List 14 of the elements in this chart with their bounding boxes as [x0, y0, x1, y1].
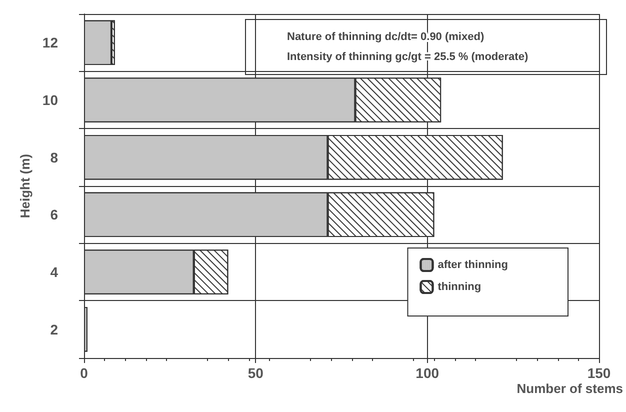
y-tick-label: 6	[50, 206, 58, 223]
x-tick-label: 50	[248, 365, 264, 381]
x-tick-label: 100	[416, 365, 440, 381]
legend-label: thinning	[438, 281, 482, 293]
x-tick-label: 0	[80, 365, 88, 381]
y-tick-label: 4	[50, 264, 58, 280]
x-tick-label: 150	[587, 365, 611, 381]
y-tick-label: 8	[50, 149, 58, 166]
x-axis-title: Number of stems	[516, 381, 623, 396]
y-axis-title: Height (m)	[18, 154, 33, 218]
y-tick-label: 2	[50, 321, 58, 338]
y-tick-label: 10	[42, 92, 58, 108]
y-tick-label: 12	[42, 34, 58, 51]
legend-label: after thinning	[438, 259, 508, 271]
